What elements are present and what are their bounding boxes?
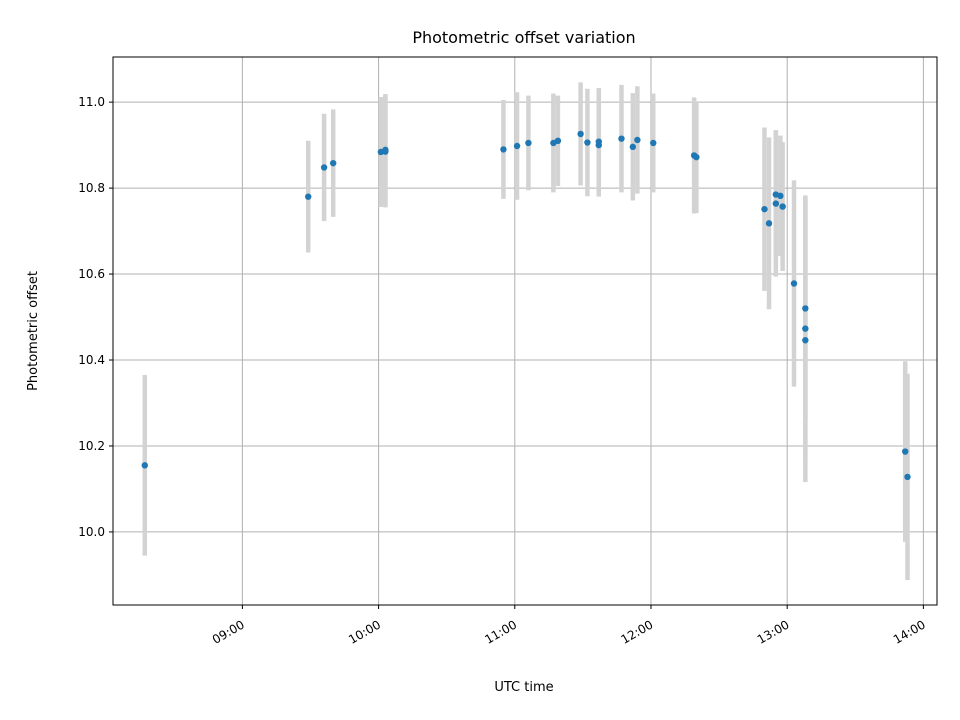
data-point (779, 203, 786, 210)
x-tick-label: 14:00 (891, 617, 928, 646)
data-point (382, 146, 389, 154)
y-tick-label: 10.4 (78, 353, 105, 367)
data-point (141, 462, 148, 469)
data-point (525, 139, 532, 147)
data-points (141, 130, 911, 481)
data-point (305, 193, 312, 200)
data-point (554, 137, 562, 145)
data-point (761, 205, 768, 213)
data-point (693, 153, 700, 161)
data-point (584, 139, 591, 146)
data-point (790, 280, 798, 287)
data-point (650, 139, 657, 147)
data-point (802, 305, 809, 312)
chart-title: Photometric offset variation (412, 28, 635, 47)
x-tick-label: 09:00 (210, 617, 247, 646)
data-point (634, 136, 641, 144)
data-point (577, 130, 584, 138)
x-tick-label: 13:00 (755, 617, 792, 646)
data-point (320, 164, 328, 171)
error-bars (142, 82, 910, 581)
data-point (329, 159, 337, 167)
data-point (500, 146, 507, 153)
y-tick-label: 10.0 (78, 525, 105, 539)
data-point (902, 448, 909, 455)
x-tick-label: 11:00 (482, 617, 519, 646)
x-tick-label: 12:00 (619, 617, 656, 646)
data-point (618, 135, 625, 142)
data-point (802, 325, 809, 332)
data-point (802, 337, 809, 344)
y-tick-label: 11.0 (78, 95, 105, 109)
data-point (904, 473, 911, 481)
y-axis-label: Photometric offset (26, 271, 41, 391)
data-point (629, 143, 637, 151)
x-axis-label: UTC time (494, 680, 553, 695)
data-point (595, 141, 602, 149)
data-point (772, 200, 780, 207)
grid-lines (113, 57, 937, 605)
x-tick-label: 10:00 (346, 617, 383, 646)
plot-frame (112, 56, 938, 606)
data-point (765, 220, 773, 227)
y-tick-label: 10.2 (78, 439, 105, 453)
y-tick-label: 10.8 (78, 181, 105, 195)
y-tick-label: 10.6 (78, 267, 105, 281)
data-point (513, 142, 521, 150)
data-point (777, 192, 784, 200)
